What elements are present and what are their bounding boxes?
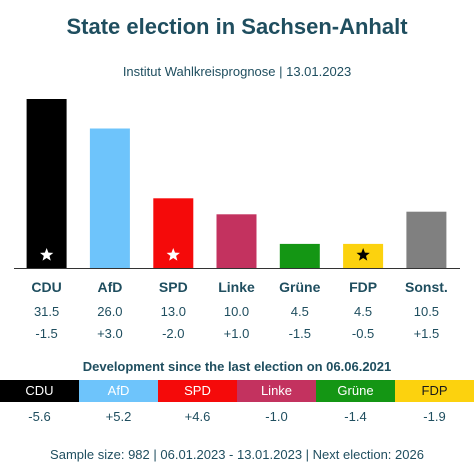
- change-label: +1.5: [414, 326, 440, 341]
- bar-sonst: [406, 211, 447, 268]
- development-title: Development since the last election on 0…: [82, 359, 392, 374]
- change-label: -0.5: [352, 326, 374, 341]
- change-label: +1.0: [224, 326, 250, 341]
- category-label: CDU: [31, 279, 61, 295]
- star-icon: [39, 248, 54, 261]
- category-label: AfD: [97, 279, 122, 295]
- development-value-3: -1.0: [265, 409, 288, 424]
- change-label: -1.5: [289, 326, 311, 341]
- bar-afd: [89, 128, 130, 268]
- value-label: 10.5: [414, 304, 439, 319]
- change-label: -1.5: [35, 326, 57, 341]
- development-party-0: CDU: [0, 380, 79, 402]
- development-party-1: AfD: [79, 380, 158, 402]
- value-label: 4.5: [291, 304, 309, 319]
- category-label: Grüne: [279, 279, 320, 295]
- category-label: SPD: [159, 279, 188, 295]
- category-label: Sonst.: [405, 279, 448, 295]
- value-label: 13.0: [161, 304, 186, 319]
- development-value-2: +4.6: [184, 409, 211, 424]
- value-label: 4.5: [354, 304, 372, 319]
- bar-cdu: [26, 99, 67, 268]
- category-label: Linke: [218, 279, 255, 295]
- bar-linke: [216, 214, 257, 268]
- chart-subtitle: Institut Wahlkreisprognose | 13.01.2023: [122, 64, 352, 79]
- development-value-1: +5.2: [105, 409, 132, 424]
- change-label: +3.0: [97, 326, 123, 341]
- value-label: 31.5: [34, 304, 59, 319]
- development-party-4: Grüne: [316, 380, 395, 402]
- chart-title: State election in Sachsen-Anhalt: [66, 14, 408, 39]
- development-party-3: Linke: [237, 380, 316, 402]
- development-values: -5.6 +5.2 +4.6 -1.0 -1.4 -1.9: [0, 409, 474, 424]
- change-label: -2.0: [162, 326, 184, 341]
- development-party-5: FDP: [395, 380, 474, 402]
- development-party-2: SPD: [158, 380, 237, 402]
- footer-note: Sample size: 982 | 06.01.2023 - 13.01.20…: [50, 447, 424, 462]
- value-label: 10.0: [224, 304, 249, 319]
- development-value-5: -1.9: [423, 409, 446, 424]
- value-label: 26.0: [97, 304, 122, 319]
- development-strip: CDU AfD SPD Linke Grüne FDP: [0, 380, 474, 402]
- development-value-4: -1.4: [344, 409, 367, 424]
- star-icon: [166, 248, 180, 261]
- star-icon: [356, 248, 370, 261]
- bar-chart: CDU 31.5 -1.5 AfD 26.0 +3.0 SPD 13.0 -2.0 Linke 10…: [14, 99, 460, 341]
- bar-grne: [279, 243, 320, 268]
- category-label: FDP: [349, 279, 377, 295]
- development-value-0: -5.6: [28, 409, 51, 424]
